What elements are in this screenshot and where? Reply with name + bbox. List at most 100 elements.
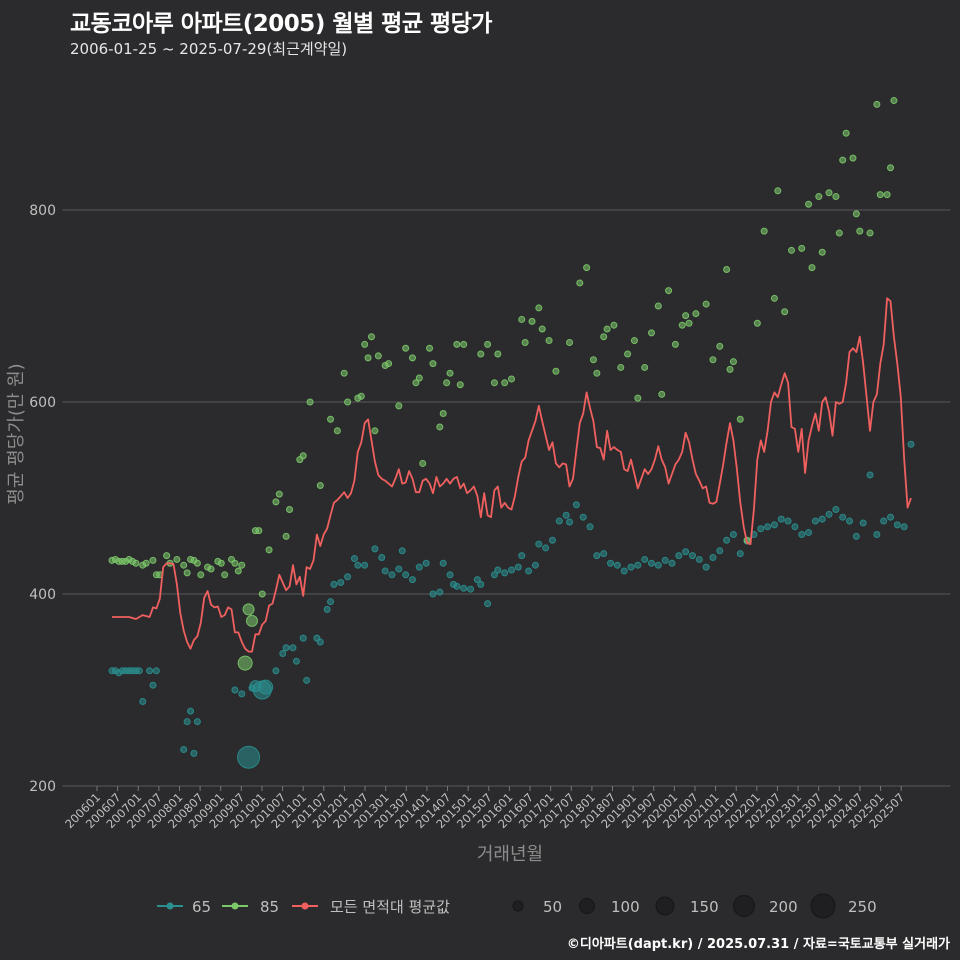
series-65-point [180,746,188,754]
series-85-point [327,415,335,423]
series-65-point [866,471,874,479]
series-65-point [477,580,485,588]
series-65-point [402,571,410,579]
series-85-point [624,350,632,358]
series-85-point [852,210,860,218]
series-65-point [880,517,888,525]
series-85-point [368,333,376,341]
series-85-point [589,356,597,364]
series-85-point [671,340,679,348]
series-85-point [890,97,898,105]
series-65-point [237,745,261,769]
series-65-point [770,521,778,529]
series-65-point [258,679,274,695]
series-65-point [514,563,522,571]
series-65-point [736,550,744,558]
series-65-point [535,540,543,548]
series-65-point [764,523,772,531]
series-85-point [603,325,611,333]
series-85-point [408,354,416,362]
series-85-point [538,325,546,333]
series-85-point [340,369,348,377]
series-85-point [856,227,864,235]
series-85-point [770,294,778,302]
series-85-point [805,200,813,208]
series-85-point [736,415,744,423]
series-85-point [299,452,307,460]
series-85-point [883,191,891,199]
series-65-point [873,530,881,538]
series-65-point [139,698,147,706]
series-85-point [876,191,884,199]
series-85-point [477,350,485,358]
size-legend-dot-250 [810,893,836,919]
series-65-point [152,667,160,675]
series-65-point [337,578,345,586]
series-85-point [460,340,468,348]
chart-title: 교동코아루 아파트(2005) 월별 평균 평당가 [70,11,492,37]
series-65-point [381,567,389,575]
series-85-point [658,390,666,398]
series-65-point [893,521,901,529]
series-85-point [494,350,502,358]
series-65-point [784,517,792,525]
series-85-point [242,603,255,616]
series-85-point [723,266,731,274]
series-65-point [484,600,492,608]
series-65-point [303,676,311,684]
series-65-point [675,552,683,560]
series-65-point [415,563,423,571]
series-85-point [849,154,857,162]
series-85-point [521,338,529,346]
series-65-point [231,686,239,694]
series-65-point [439,559,447,567]
series-65-point [467,585,475,593]
series-65-points [108,440,915,769]
series-65-point [641,555,649,563]
series-65-point [586,523,594,531]
series-65-point [344,573,352,581]
series-85-point [395,402,403,410]
series-65-point [661,556,669,564]
series-85-point [453,340,461,348]
series-65-point [695,555,703,563]
series-85-point [839,156,847,164]
series-65-point [859,519,867,527]
series-85-point [678,321,686,329]
series-65-point [361,561,369,569]
series-65-point [183,718,191,726]
series-85-point [729,358,737,366]
series-65-point [593,552,601,560]
series-65-point [811,517,819,525]
size-legend-dot-50 [512,900,524,912]
series-65-point [190,749,198,757]
size-legend-label-150: 150 [690,898,719,916]
series-85-point [576,279,584,287]
series-85-point [180,561,188,569]
series-85-point [183,569,191,577]
series-65-point [494,566,502,574]
series-85-point [402,344,410,352]
series-65-point [839,513,847,521]
series-65-point [327,598,335,606]
series-65-point [832,506,840,514]
series-65-point [900,523,908,531]
series-85-point [306,398,314,406]
series-65-point [716,547,724,555]
series-65-point [607,559,615,567]
series-65-point [193,718,201,726]
series-65-point [436,588,444,596]
series-65-point [460,584,468,592]
series-85-point [419,459,427,467]
series-85-point [866,229,874,237]
series-85-point [197,571,205,579]
legend-dot-85 [231,902,239,910]
series-85-point [361,340,369,348]
series-65-point [282,644,290,652]
series-65-point [846,517,854,525]
series-85-point [217,559,225,567]
y-tick-label-600: 600 [29,395,56,411]
size-legend-label-200: 200 [769,898,798,916]
series-85-point [842,129,850,137]
